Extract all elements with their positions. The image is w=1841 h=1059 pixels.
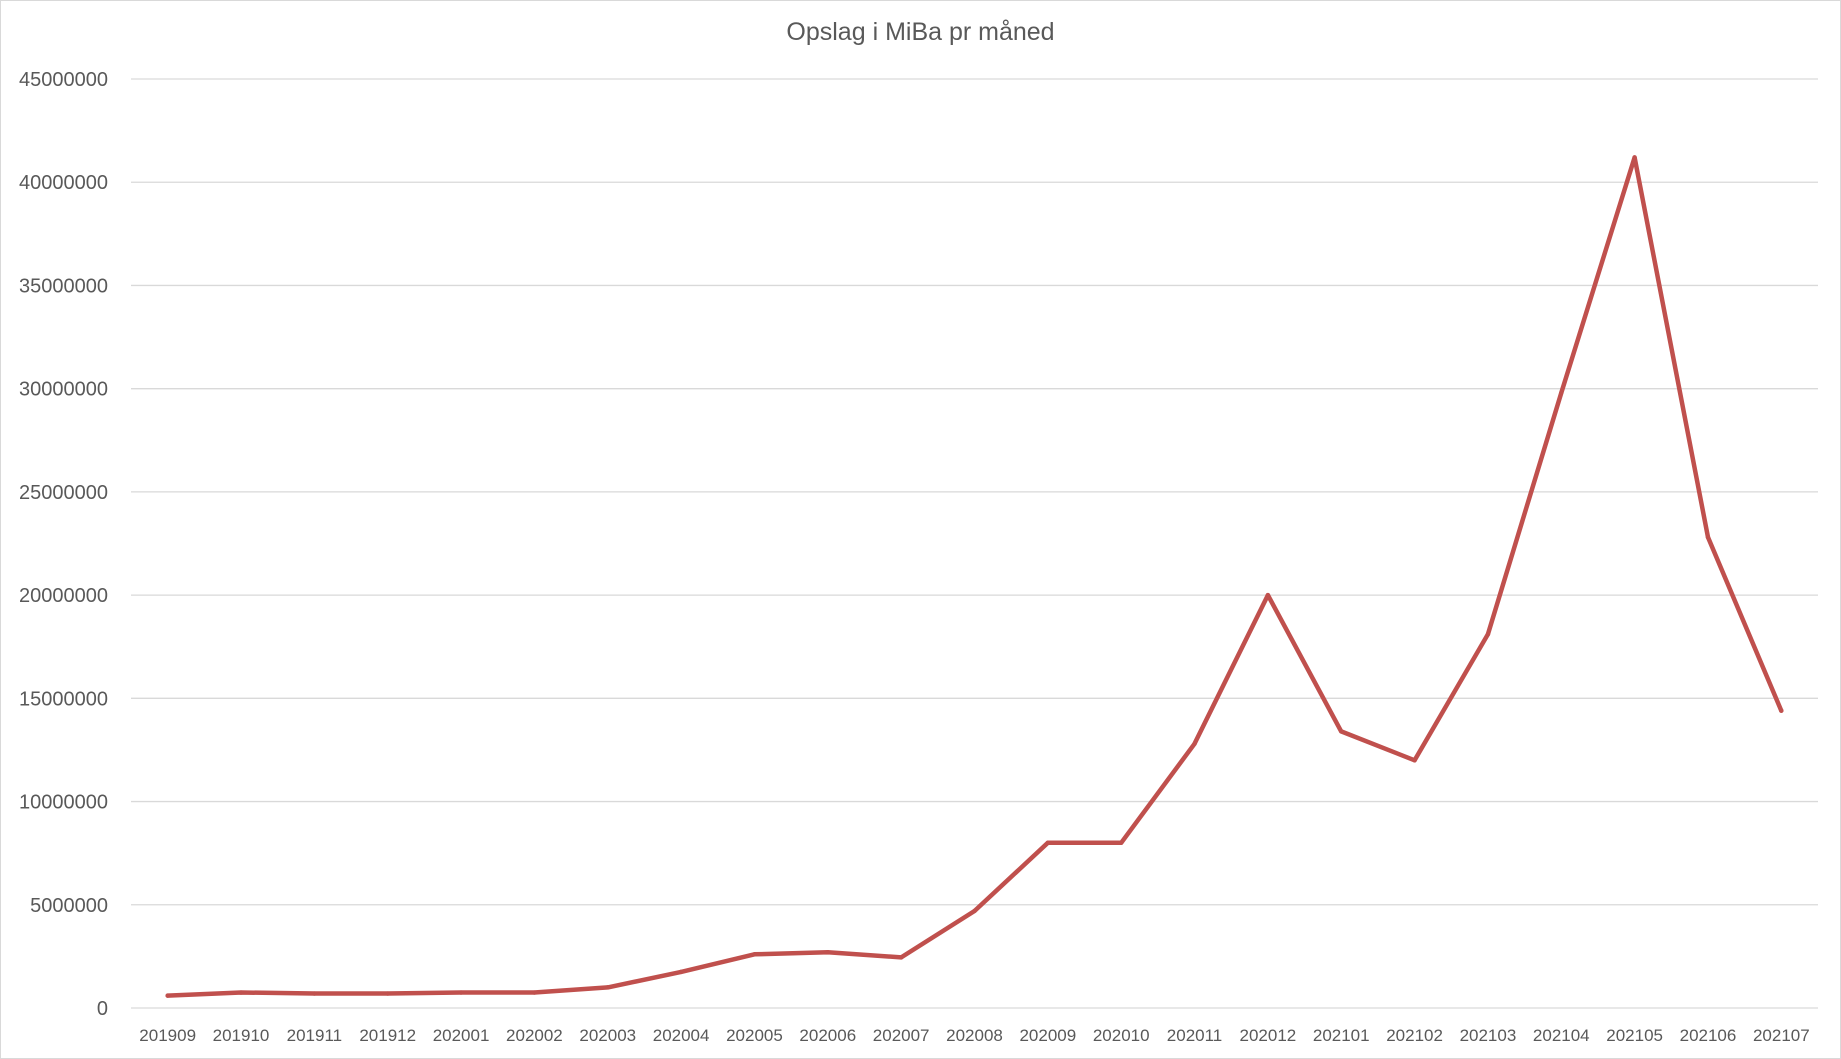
data-point (1559, 390, 1564, 395)
y-axis-tick-labels: 0 5000000 10000000 15000000 20000000 25000000… (19, 69, 108, 1020)
x-tick-label: 202003 (579, 1026, 636, 1045)
x-tick-label: 201912 (359, 1026, 416, 1045)
data-point (825, 950, 831, 955)
x-tick-label: 202011 (1167, 1026, 1222, 1045)
data-point (1339, 729, 1344, 734)
data-point (1485, 632, 1491, 637)
x-tick-label: 202006 (799, 1026, 856, 1045)
x-tick-label: 202101 (1313, 1026, 1370, 1045)
y-tick-label: 45000000 (19, 69, 108, 91)
data-point (1118, 840, 1124, 846)
x-axis-tick-labels: 201909 201910 201911 201912 202001 202002 2020… (139, 1026, 1809, 1045)
data-point (385, 991, 390, 996)
data-point (898, 955, 904, 960)
y-tick-label: 40000000 (19, 172, 108, 194)
data-point (1632, 155, 1637, 160)
x-tick-label: 202012 (1240, 1026, 1297, 1045)
x-tick-label: 202008 (946, 1026, 1003, 1045)
x-tick-label: 202105 (1606, 1026, 1663, 1045)
data-point (238, 990, 244, 995)
x-tick-label: 202007 (873, 1026, 930, 1045)
x-tick-label: 202005 (726, 1026, 783, 1045)
y-tick-label: 35000000 (19, 275, 108, 297)
x-tick-label: 201910 (213, 1026, 270, 1045)
y-tick-label: 0 (97, 998, 108, 1020)
x-tick-label: 202104 (1533, 1026, 1590, 1045)
x-tick-label: 202010 (1093, 1026, 1150, 1045)
x-tick-label: 202103 (1460, 1026, 1517, 1045)
data-point (165, 993, 170, 998)
x-tick-label: 201911 (287, 1026, 342, 1045)
data-point (1192, 741, 1197, 746)
data-point (1265, 592, 1271, 598)
series-line-0 (165, 155, 1784, 998)
x-tick-label: 202106 (1680, 1026, 1737, 1045)
data-point (972, 908, 977, 914)
x-tick-label: 202102 (1386, 1026, 1443, 1045)
data-point (1045, 840, 1051, 846)
x-tick-label: 202009 (1019, 1026, 1076, 1045)
data-point (678, 969, 684, 975)
y-tick-label: 5000000 (30, 895, 108, 917)
series-lines (165, 155, 1784, 998)
data-point (1779, 708, 1784, 713)
gridlines (131, 78, 1818, 1009)
data-point (605, 985, 610, 990)
x-tick-label: 202004 (653, 1026, 710, 1045)
chart-title: Opslag i MiBa pr måned (786, 18, 1055, 46)
data-point (312, 991, 317, 996)
x-tick-label: 202002 (506, 1026, 563, 1045)
data-point (532, 990, 537, 995)
x-tick-label: 202107 (1753, 1026, 1810, 1045)
y-tick-label: 15000000 (19, 688, 108, 710)
data-point (1705, 535, 1711, 540)
y-tick-label: 10000000 (19, 792, 108, 814)
x-tick-label: 202001 (433, 1026, 490, 1045)
y-tick-label: 25000000 (19, 482, 108, 504)
x-tick-label: 201909 (139, 1026, 196, 1045)
data-point (458, 990, 464, 995)
data-point (1412, 758, 1417, 763)
data-point (752, 952, 757, 957)
y-tick-label: 20000000 (19, 585, 108, 607)
y-tick-label: 30000000 (19, 379, 108, 401)
